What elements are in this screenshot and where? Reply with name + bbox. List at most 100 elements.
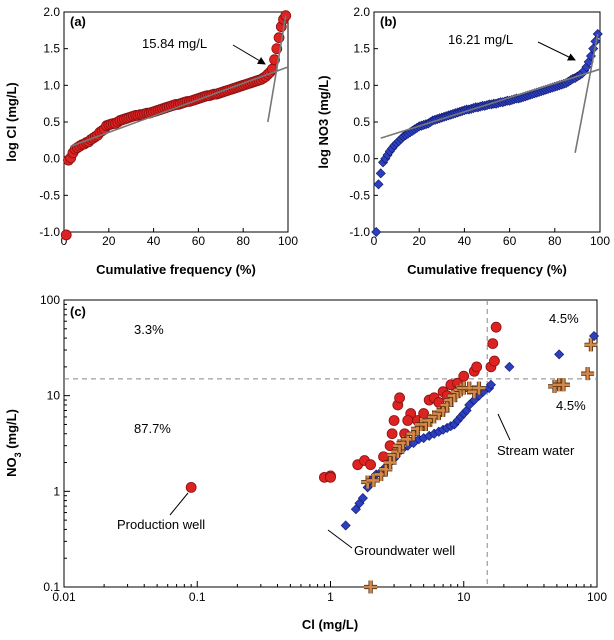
quadrant-label-lower-left: 87.7% xyxy=(134,421,171,436)
panel-a-x-tick-label: 60 xyxy=(192,234,206,248)
panel-a-y-tick-label: -0.5 xyxy=(39,188,60,202)
panel-a-xlabel: Cumulative frequency (%) xyxy=(96,262,256,277)
panel-a-x-tick-label: 40 xyxy=(147,234,161,248)
panel-a-y-tick-label: -1.0 xyxy=(39,225,60,239)
production-well-point xyxy=(365,459,377,471)
panel-a-x-tick-label: 80 xyxy=(237,234,251,248)
groundwater-well-point xyxy=(357,493,368,504)
panel-a-x-tick-label: 20 xyxy=(102,234,116,248)
panel-a-ylabel: log Cl (mg/L) xyxy=(4,82,19,161)
panel-c-y-tick-label: 10 xyxy=(47,389,61,403)
stream-water-point xyxy=(366,473,380,487)
panel-a-y-tick-label: 0.0 xyxy=(43,152,60,166)
production-well-point xyxy=(388,415,400,426)
stream-water-leader xyxy=(497,413,511,441)
production-well-point xyxy=(489,355,500,367)
groundwater-well-leader xyxy=(327,529,353,549)
production-well-point xyxy=(458,370,470,382)
panel-b-annotation: 16.21 mg/L xyxy=(448,32,513,47)
stream-water-label: Stream water xyxy=(497,443,575,458)
production-well-point xyxy=(402,415,414,426)
panel-b-fit-line-2 xyxy=(574,33,599,153)
production-well-leader xyxy=(169,492,189,516)
panel-b-annotation-arrow xyxy=(537,41,576,61)
stream-water-point xyxy=(383,456,397,470)
groundwater-well-point xyxy=(504,361,515,372)
panel-a-y-tick-label: 1.0 xyxy=(43,78,60,92)
panel-b: 0 20 40 60 80 100-1.0-0.50.00.51.01.52.0 (b) … xyxy=(316,5,610,277)
panel-b-x-tick-label: 20 xyxy=(413,234,427,248)
panel-a-y-tick-label: 0.5 xyxy=(43,115,60,129)
groundwater-well-point xyxy=(485,379,496,390)
panel-a-marks: 0 20 40 60 80 100 -1.0 -0.5 0.0 0.5 1.0 1.5 2.0 xyxy=(39,5,298,248)
panel-b-point xyxy=(375,168,386,179)
panel-b-y-tick-label: 1.5 xyxy=(353,42,370,56)
panel-c-y-tick-label: 1 xyxy=(53,484,60,498)
panel-b-y-tick-label: -1.0 xyxy=(349,225,370,239)
panel-a-annotation: 15.84 mg/L xyxy=(142,36,207,51)
panel-b-fit-line-1 xyxy=(380,68,601,139)
panel-a-y-tick-label: 2.0 xyxy=(43,5,60,19)
panel-a-x-tick-label: 0 xyxy=(61,234,68,248)
panel-b-x-tick-label: 0 xyxy=(371,234,378,248)
panel-a-y-tick-label: 1.5 xyxy=(43,42,60,56)
panel-c-y-tick-label: 0.1 xyxy=(43,580,60,594)
production-well-point xyxy=(471,361,483,373)
panel-b-marks: 0 20 40 60 80 100 -1.0 -0.5 0.0 0.5 1.0 1.5 2.0 xyxy=(349,5,610,248)
panel-b-ylabel: log NO3 (mg/L) xyxy=(316,75,331,168)
panel-c-x-tick-label: 1 xyxy=(327,590,334,604)
panel-b-label: (b) xyxy=(380,14,397,29)
panel-b-x-tick-label: 60 xyxy=(503,234,517,248)
panel-a-annotation-arrow xyxy=(232,44,266,65)
panel-b-x-tick-label: 40 xyxy=(458,234,472,248)
groundwater-well-point xyxy=(589,331,600,342)
groundwater-well-point xyxy=(464,399,475,410)
stream-water-point xyxy=(556,378,570,392)
panel-c-label: (c) xyxy=(70,304,86,319)
groundwater-well-label: Groundwater well xyxy=(354,543,455,558)
panel-b-point xyxy=(373,179,384,190)
stream-water-point xyxy=(584,338,598,352)
stream-water-point xyxy=(472,381,486,395)
panel-b-point xyxy=(371,226,382,238)
panel-b-y-tick-label: -0.5 xyxy=(349,188,370,202)
panel-c-ylabel-unit: (mg/L) xyxy=(4,409,19,452)
production-well-point xyxy=(325,471,336,483)
stream-water-point xyxy=(379,462,393,476)
panel-a-x-tick-label: 100 xyxy=(278,234,298,248)
production-well-point xyxy=(394,392,405,404)
groundwater-well-point xyxy=(554,349,565,360)
production-well-point xyxy=(490,321,502,333)
panel-b-y-tick-label: 1.0 xyxy=(353,78,370,92)
production-well-point xyxy=(487,338,499,350)
stream-water-point xyxy=(581,367,595,381)
stream-water-point xyxy=(364,580,378,594)
panel-b-point xyxy=(588,43,599,54)
panel-c-y-tick-label: 100 xyxy=(40,293,60,307)
panel-b-xlabel: Cumulative frequency (%) xyxy=(407,262,567,277)
panel-c-x-tick-label: 10 xyxy=(457,590,471,604)
production-well-label: Production well xyxy=(117,517,205,532)
panel-a: 0 20 40 60 80 100-1.0-0.50.00.51.01.52.0 (a) … xyxy=(4,5,298,277)
groundwater-well-point xyxy=(340,520,351,531)
production-well-point xyxy=(185,481,197,493)
production-well-point xyxy=(378,451,389,463)
panel-b-y-tick-label: 0.0 xyxy=(353,152,370,166)
production-well-point xyxy=(386,428,398,440)
panel-c-x-tick-label: 0.01 xyxy=(52,590,76,604)
panel-c-ylabel: NO3 (mg/L) xyxy=(4,409,23,477)
panel-a-fit-line-1 xyxy=(70,66,289,147)
quadrant-label-lower-right: 4.5% xyxy=(556,398,586,413)
panel-c-ylabel-sub: 3 xyxy=(13,452,23,457)
panel-a-fit-line-2 xyxy=(267,15,287,123)
panel-b-x-tick-label: 100 xyxy=(590,234,610,248)
quadrant-label-upper-left: 3.3% xyxy=(134,322,164,337)
panel-b-y-tick-label: 0.5 xyxy=(353,115,370,129)
panel-a-point xyxy=(60,229,72,241)
panel-c-xlabel: Cl (mg/L) xyxy=(302,617,358,632)
panel-b-y-tick-label: 2.0 xyxy=(353,5,370,19)
panel-c-ylabel-main: NO xyxy=(4,457,19,477)
